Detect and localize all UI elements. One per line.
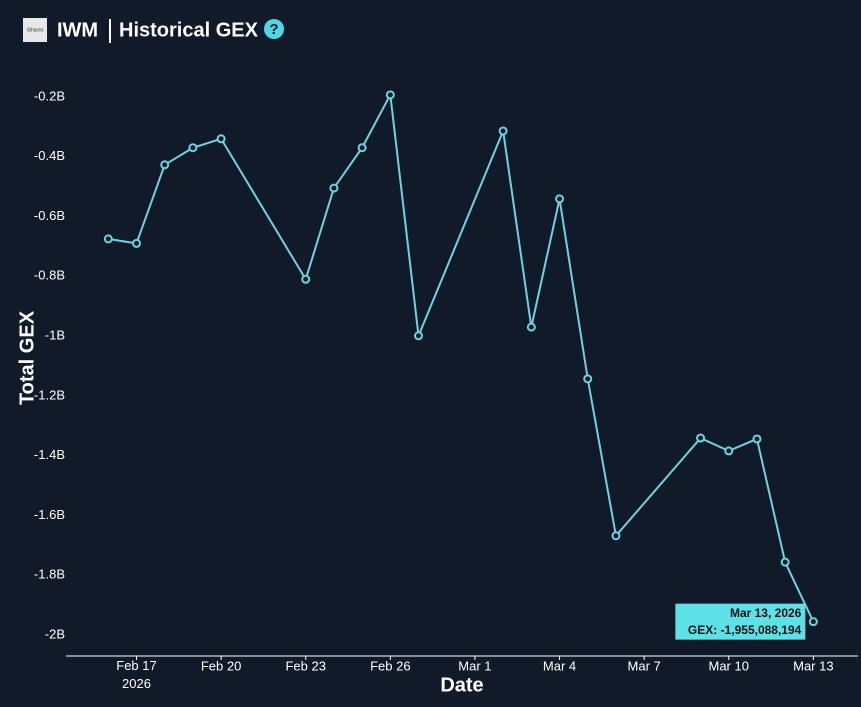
point: [103, 234, 113, 244]
y-axis-title: Total GEX: [16, 310, 38, 405]
point: [752, 434, 762, 444]
x-tick-label: Feb 26: [370, 658, 410, 673]
point: [780, 557, 790, 567]
x-tick-label: Mar 10: [709, 658, 749, 673]
help-icon[interactable]: ?: [264, 19, 284, 39]
y-tick-label: -1.2B: [34, 387, 65, 402]
tooltip: Mar 13, 2026 GEX: -1,955,088,194: [675, 603, 806, 640]
y-tick-label: -1.8B: [34, 567, 65, 582]
svg-text:?: ?: [269, 21, 278, 38]
y-tick-label: -0.4B: [34, 148, 65, 163]
point: [498, 126, 508, 136]
tooltip-label: GEX: -1,955,088,194: [688, 623, 802, 637]
tooltip-box: [675, 603, 806, 640]
x-tick-label: Feb 20: [201, 658, 241, 673]
point: [526, 322, 536, 332]
point: [414, 331, 424, 341]
line: [108, 91, 815, 623]
page-title: Historical GEX: [119, 19, 259, 41]
point: [724, 446, 734, 456]
y-tick-label: -1.4B: [34, 447, 65, 462]
point: [188, 143, 198, 153]
point: [329, 183, 339, 193]
x-tick-label: Mar 13: [793, 658, 833, 673]
point: [611, 531, 621, 541]
point: [216, 134, 226, 144]
point: [357, 143, 367, 153]
point: [385, 90, 395, 100]
y-tick-label: -0.8B: [34, 268, 65, 283]
x-axis-title: Date: [440, 674, 483, 696]
logo: [23, 18, 47, 42]
y-tick-label: -0.2B: [34, 88, 65, 103]
point: [555, 194, 565, 204]
point: [160, 160, 170, 170]
y-tick-label: -1.6B: [34, 507, 65, 522]
tooltip-title: Mar 13, 2026: [730, 606, 802, 620]
point: [132, 238, 142, 248]
point: [808, 617, 818, 627]
x-tick-label: Mar 1: [458, 658, 491, 673]
x-tick-label: Feb 23: [285, 658, 325, 673]
x-tick-label: Mar 7: [628, 658, 661, 673]
point: [696, 433, 706, 443]
x-tick-label: Feb 17 2026: [116, 658, 156, 691]
y-tick-label: -1B: [45, 328, 65, 343]
x-tick-label: Mar 4: [543, 658, 576, 673]
logo-text: iShares: [27, 27, 44, 33]
y-tick-label: -0.6B: [34, 208, 65, 223]
y-tick-label: -2B: [45, 627, 65, 642]
ticker: IWM: [57, 19, 98, 41]
point: [301, 274, 311, 284]
point: [583, 374, 593, 384]
